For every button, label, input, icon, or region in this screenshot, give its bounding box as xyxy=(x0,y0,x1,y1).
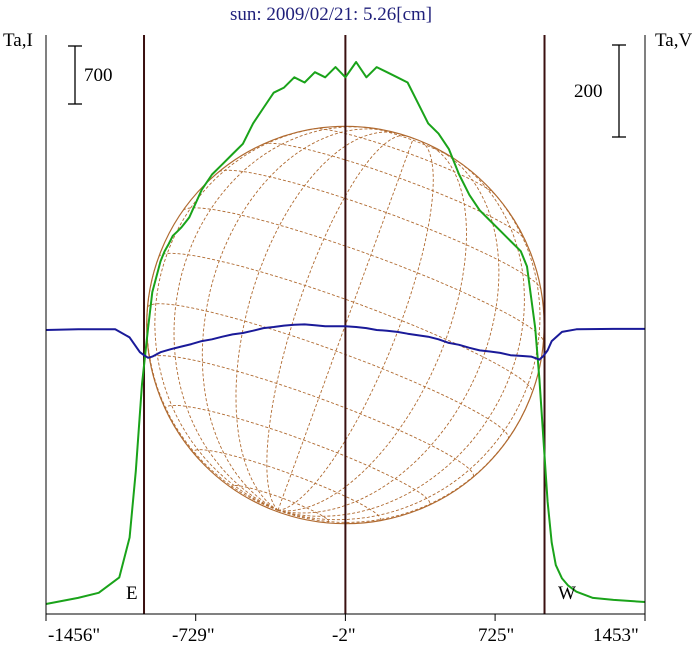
east-limb-label: E xyxy=(126,583,138,604)
disc-parallel xyxy=(149,355,474,478)
right-axis-label: Ta,V xyxy=(655,30,693,51)
disc-meridian xyxy=(235,131,399,511)
disc-meridian xyxy=(277,150,500,514)
scale-bars xyxy=(68,44,626,138)
disc-meridian xyxy=(277,157,525,517)
disc-meridian xyxy=(277,143,467,512)
x-tick-label: 725" xyxy=(478,625,515,646)
disc-meridian xyxy=(277,138,414,511)
plot-frame xyxy=(45,35,646,621)
series-ta-i-line xyxy=(45,61,646,605)
disc-parallel xyxy=(147,303,509,439)
series-ta-v-line xyxy=(45,323,645,361)
disc-meridian xyxy=(277,186,541,521)
left-scale-bar-label: 700 xyxy=(84,65,113,86)
disc-meridian xyxy=(173,126,370,511)
disc-parallel xyxy=(165,404,431,506)
solar-disc xyxy=(146,125,545,525)
x-tick-label: -1456" xyxy=(48,625,101,646)
disc-meridian xyxy=(154,126,325,511)
x-tick-label: 1453" xyxy=(593,625,639,646)
disc-parallel xyxy=(263,142,525,240)
disc-parallel xyxy=(193,449,381,522)
series-layer xyxy=(45,61,646,605)
left-axis-label: Ta,I xyxy=(3,30,33,51)
disc-meridian xyxy=(146,256,279,511)
disc-meridian xyxy=(277,392,533,523)
marker-lines xyxy=(143,35,546,614)
disc-meridian xyxy=(266,135,406,511)
disc-meridian xyxy=(201,128,386,511)
x-tick-label: -729" xyxy=(172,625,215,646)
disc-parallel xyxy=(218,169,542,290)
right-scale-bar-label: 200 xyxy=(574,81,603,102)
disc-meridian xyxy=(277,140,434,511)
west-limb-label: W xyxy=(558,583,576,604)
disc-parallel xyxy=(182,207,544,342)
x-tick-label: -2" xyxy=(332,625,356,646)
chart-title: sun: 2009/02/21: 5.26[cm] xyxy=(230,4,433,25)
